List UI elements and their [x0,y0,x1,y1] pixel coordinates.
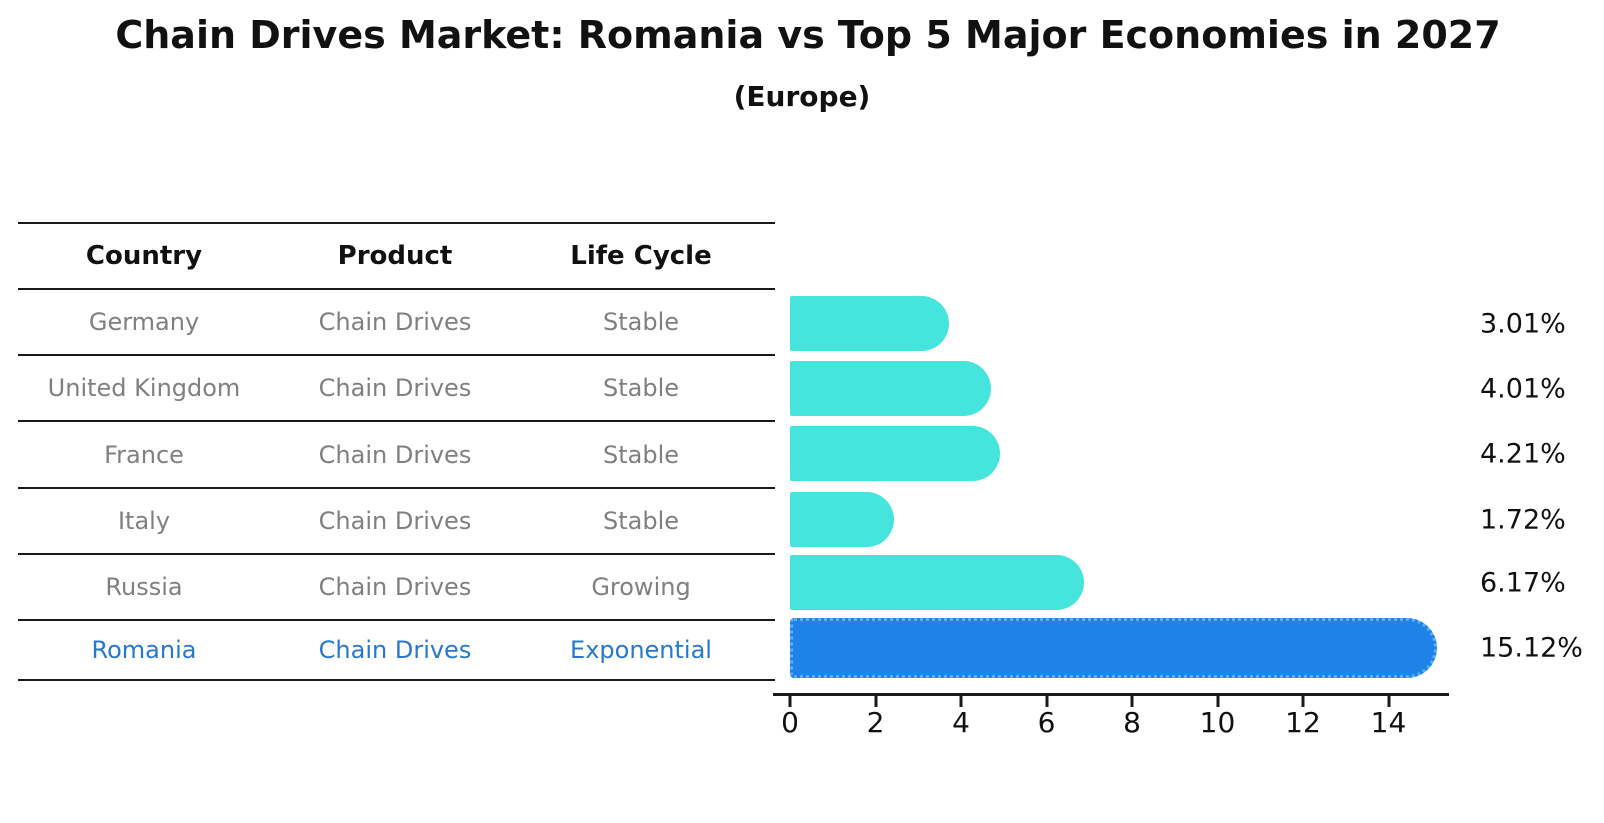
x-axis-tick-label: 2 [866,706,885,739]
x-axis-tick-label: 14 [1370,706,1407,739]
value-label-romania: 15.12% [1480,632,1583,664]
cell-country: United Kingdom [47,374,241,402]
value-label-united-kingdom: 4.01% [1480,373,1566,404]
cell-country: Romania [91,636,197,664]
cell-lifecycle: Exponential [570,636,712,664]
x-axis-tick [959,696,963,707]
x-axis-tick [1130,696,1134,707]
table-row: Italy Chain Drives Stable [18,489,762,553]
cell-lifecycle: Growing [591,573,691,601]
x-axis-tick [1216,696,1219,707]
bar-france [790,426,1000,481]
value-label-france: 4.21% [1480,438,1566,469]
table-border-line [18,288,775,290]
bar-russia [790,555,1084,610]
x-axis-tick-label: 4 [952,706,970,739]
x-axis-tick [1387,696,1390,707]
column-header-lifecycle: Life Cycle [570,241,712,271]
cell-country: Germany [88,308,200,336]
x-axis-tick-label: 12 [1285,706,1321,739]
table-border-line [18,420,775,422]
x-axis-tick-label: 6 [1037,706,1056,739]
table-row: Germany Chain Drives Stable [18,290,762,354]
bar-germany [790,296,949,351]
x-axis-tick [788,696,792,707]
table-row: France Chain Drives Stable [18,422,762,487]
x-axis-tick [1301,696,1305,707]
value-label-italy: 1.72% [1480,504,1566,535]
value-label-germany: 3.01% [1480,308,1566,339]
cell-lifecycle: Stable [602,507,680,535]
cell-product: Chain Drives [318,507,472,535]
x-axis-tick-label: 10 [1199,706,1236,739]
table-border-line [18,553,775,555]
table-border-line [18,679,775,681]
cell-product: Chain Drives [318,636,472,664]
x-axis-tick [1045,696,1048,707]
chart-subtitle: (Europe) [733,80,871,113]
table-border-line [18,619,775,621]
cell-product: Chain Drives [318,440,472,469]
column-header-country: Country [85,241,203,271]
bar-united-kingdom [790,361,992,416]
cell-country: Italy [117,507,171,535]
table-border-line [18,222,775,224]
value-label-russia: 6.17% [1480,567,1566,598]
cell-lifecycle: Stable [602,308,680,336]
bar-italy [790,492,894,547]
cell-product: Chain Drives [318,308,472,336]
table-border-line [18,487,775,489]
table-border-line [18,354,775,356]
x-axis-tick [874,696,877,707]
x-axis-line [773,693,1449,696]
x-axis-tick-label: 0 [781,706,799,739]
x-axis-tick-label: 8 [1123,706,1141,739]
cell-lifecycle: Stable [602,440,680,469]
cell-country: Russia [105,573,183,601]
table-row: United Kingdom Chain Drives Stable [18,356,762,420]
bar-romania-highlight [790,618,1438,678]
column-header-product: Product [337,241,453,271]
table-row: Russia Chain Drives Growing [18,555,762,619]
chart-title: Chain Drives Market: Romania vs Top 5 Ma… [115,13,1501,57]
cell-product: Chain Drives [318,573,472,601]
cell-country: France [104,440,184,469]
table-row-highlighted: Romania Chain Drives Exponential [18,621,762,679]
table-header-row: Country Product Life Cycle [18,224,762,288]
cell-lifecycle: Stable [602,374,680,402]
cell-product: Chain Drives [318,374,472,402]
